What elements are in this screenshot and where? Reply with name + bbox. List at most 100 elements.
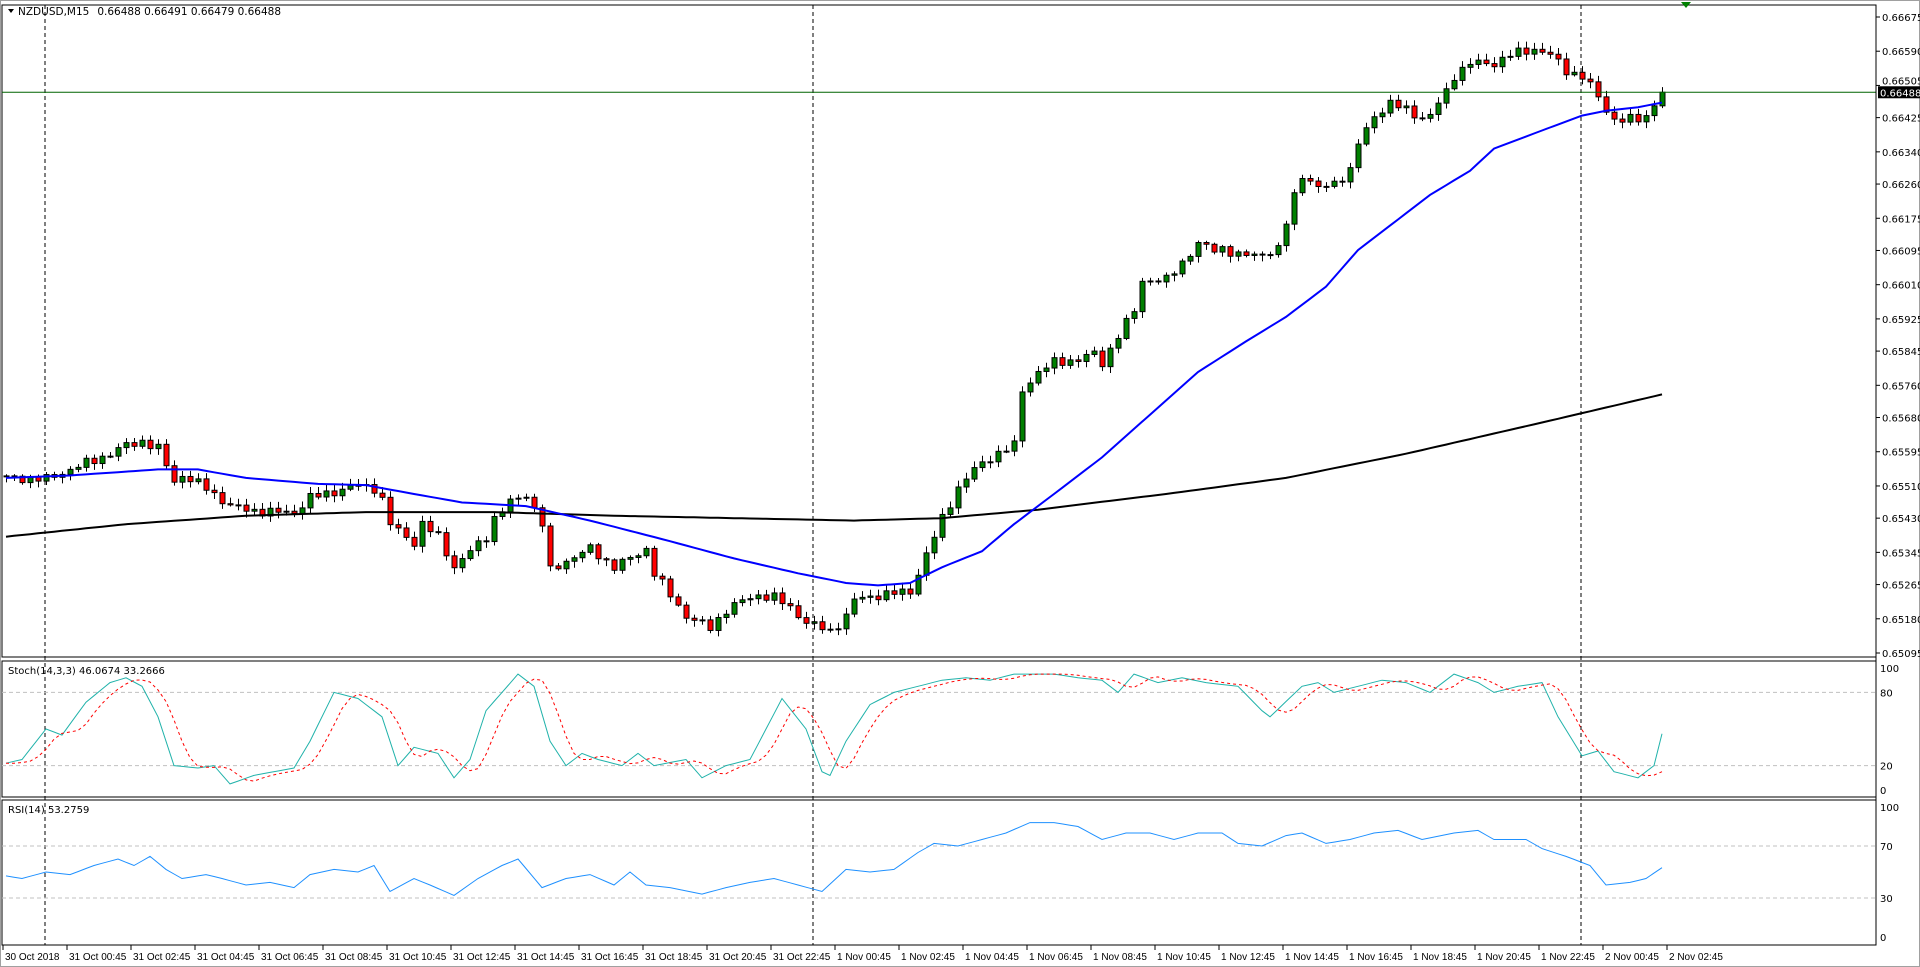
bull-candle-body: [947, 507, 954, 515]
bear-candle-body: [779, 592, 786, 605]
candle: [827, 623, 834, 633]
candle: [843, 607, 850, 635]
bull-candle-body: [619, 558, 626, 571]
candle: [1563, 52, 1570, 80]
bull-candle-body: [627, 556, 634, 560]
candle: [803, 611, 810, 629]
candle: [1627, 108, 1634, 126]
candle: [867, 589, 874, 604]
bear-candle-body: [1315, 180, 1322, 188]
candle: [1099, 346, 1106, 372]
bull-candle-body: [1035, 370, 1042, 384]
bull-candle-body: [571, 557, 578, 562]
candle: [1171, 271, 1178, 282]
candles: [3, 41, 1666, 637]
bull-candle-body: [1011, 440, 1018, 452]
bear-candle-body: [707, 619, 714, 631]
dropdown-triangle-icon[interactable]: [8, 9, 14, 13]
candle: [1619, 113, 1626, 129]
candle: [627, 555, 634, 566]
bull-candle-body: [1027, 382, 1034, 393]
chart-shift-marker-icon[interactable]: [1681, 2, 1691, 8]
candle: [387, 491, 394, 531]
candle: [451, 550, 458, 575]
candle: [1635, 108, 1642, 126]
bear-candle-body: [1099, 350, 1106, 368]
candle: [1547, 45, 1554, 59]
candle: [547, 522, 554, 572]
bear-candle-body: [395, 524, 402, 529]
candle: [603, 557, 610, 567]
bear-candle-body: [1155, 280, 1162, 283]
candle: [1003, 445, 1010, 454]
bull-candle-body: [1627, 113, 1634, 123]
bear-candle-body: [443, 532, 450, 557]
bull-candle-body: [107, 455, 114, 458]
bear-candle-body: [1059, 357, 1066, 366]
candle: [995, 445, 1002, 468]
bull-candle-body: [747, 598, 754, 601]
bull-candle-body: [755, 594, 762, 600]
candle: [203, 473, 210, 495]
candle: [1539, 42, 1546, 55]
bull-candle-body: [643, 547, 650, 557]
ma-fast-line: [5, 101, 1663, 587]
bull-candle-body: [1051, 357, 1058, 369]
candle: [891, 584, 898, 600]
candle: [851, 592, 858, 618]
bull-candle-body: [83, 457, 90, 468]
bear-candle-body: [531, 496, 538, 509]
bear-candle-body: [219, 492, 226, 505]
candle: [1555, 47, 1562, 66]
candle: [1523, 41, 1530, 61]
bull-candle-body: [1123, 317, 1130, 339]
bull-candle-body: [1643, 115, 1650, 123]
candle: [251, 503, 258, 516]
candle: [1075, 355, 1082, 368]
candle: [1579, 66, 1586, 85]
candle: [1395, 94, 1402, 112]
time-tick-label: 31 Oct 02:45: [133, 952, 191, 963]
time-tick-label: 31 Oct 16:45: [581, 952, 639, 963]
candle: [307, 487, 314, 514]
rsi-axis-label: 70: [1880, 842, 1893, 853]
bear-candle-body: [891, 590, 898, 595]
time-tick-label: 1 Nov 16:45: [1349, 952, 1403, 963]
bull-candle-body: [339, 488, 346, 497]
bull-candle-body: [1019, 391, 1026, 442]
candle: [1459, 61, 1466, 86]
candle: [555, 562, 562, 571]
bull-candle-body: [971, 467, 978, 480]
candle: [83, 454, 90, 472]
candle: [235, 498, 242, 511]
bear-candle-body: [787, 603, 794, 607]
price-tick-label: 0.65095: [1882, 649, 1920, 660]
bear-candle-body: [387, 496, 394, 526]
bull-candle-body: [523, 496, 530, 499]
candle: [643, 545, 650, 559]
candle: [1203, 240, 1210, 250]
candle: [683, 601, 690, 624]
bull-candle-body: [1139, 280, 1146, 313]
bear-candle-body: [1419, 117, 1426, 120]
candle: [395, 518, 402, 535]
bear-candle-body: [1395, 99, 1402, 109]
price-tick-label: 0.66175: [1882, 214, 1920, 225]
bear-candle-body: [1483, 59, 1490, 65]
bear-candle-body: [211, 489, 218, 494]
candle: [1091, 346, 1098, 358]
bull-candle-body: [899, 588, 906, 595]
rsi-axis-label: 100: [1880, 803, 1899, 814]
bear-candle-body: [683, 604, 690, 619]
candle: [779, 587, 786, 611]
bull-candle-body: [1323, 185, 1330, 188]
stoch-title: Stoch(14,3,3) 46.0674 33.2666: [8, 666, 165, 677]
bull-candle-body: [835, 628, 842, 631]
price-tick-label: 0.66340: [1882, 148, 1920, 159]
candle: [1339, 176, 1346, 187]
candle: [1315, 176, 1322, 193]
bull-candle-body: [1163, 274, 1170, 283]
candle: [915, 568, 922, 597]
bull-candle-body: [1115, 337, 1122, 349]
